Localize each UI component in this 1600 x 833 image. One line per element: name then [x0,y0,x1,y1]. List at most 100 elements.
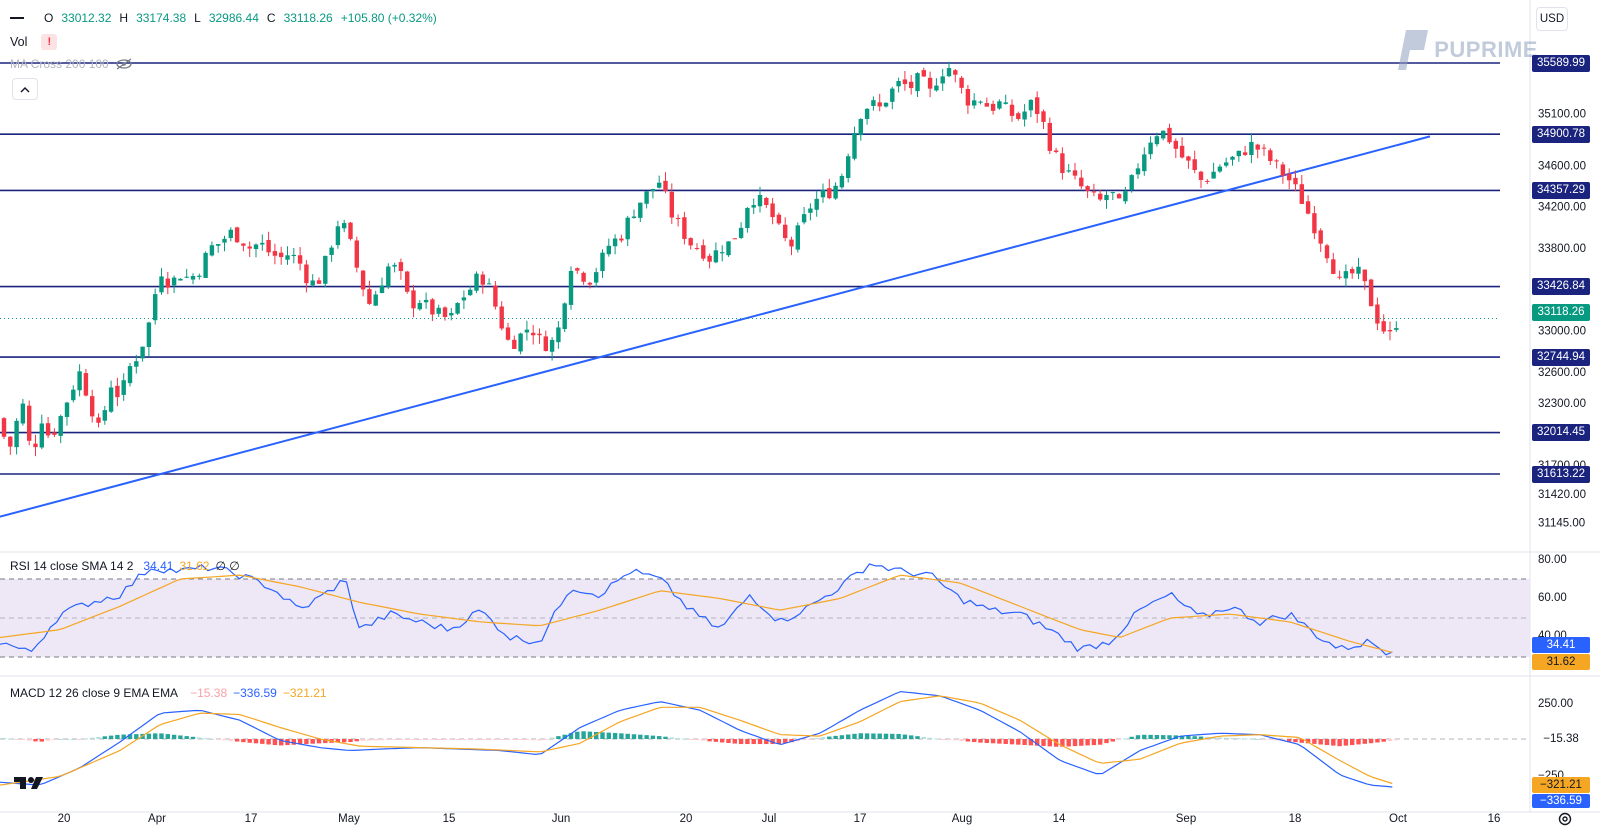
macd-hist-value: −15.38 [190,686,228,700]
candle-body [965,89,971,106]
candle-body [96,417,101,423]
macd-hist-bar [228,739,233,741]
macd-hist-bar [1230,738,1235,740]
macd-hist-bar [1362,739,1367,744]
macd-hist-bar [115,734,120,739]
candle-body [83,373,89,396]
warning-icon[interactable]: ! [41,34,58,50]
rsi-value: 34.41 [143,559,174,573]
candle-body [675,218,681,220]
candle-body [997,101,1002,109]
collapse-icon[interactable] [10,17,24,19]
macd-hist-bar [266,739,271,745]
macd-hist-bar [90,737,95,739]
macd-hist-bar [83,738,89,740]
candle-body [1261,147,1267,149]
candle-body [549,339,555,352]
macd-hist-bar [1104,739,1109,744]
macd-hist-bar [1255,738,1260,740]
macd-hist-bar [102,736,107,739]
candle-body [927,77,933,89]
candle-body [795,225,800,250]
settings-gear-icon[interactable] [1556,810,1574,833]
candle-body [1154,136,1160,145]
macd-hist-bar [801,739,807,741]
macd-hist-bar [108,735,114,739]
macd-hist-bar [1299,739,1304,743]
macd-hist-bar [291,739,296,745]
macd-hist-bar [153,733,158,739]
price-tick: 34200.00 [1538,202,1586,214]
macd-hist-bar [997,739,1002,744]
candle-body [738,227,744,238]
candle-body [1230,156,1235,160]
candle-body [732,238,737,240]
candle-body [587,282,593,285]
macd-hist-bar [310,739,315,744]
ohlc-close-label: C [266,11,276,25]
candle-body [1318,230,1323,244]
candle-body [203,252,208,278]
ohlc-change: +105.80 (+0.32%) [340,11,437,25]
macd-hist-bar [348,739,353,743]
macd-hist-bar [64,739,70,740]
candle-body [134,361,139,367]
macd-hist-bar [883,733,889,739]
last-price-label: 33118.26 [1532,304,1590,321]
candle-body [852,133,857,159]
ohlc-low: 32986.44 [208,11,259,25]
candle-body [1242,152,1248,155]
macd-hist-bar [1375,739,1380,743]
rsi-extra: ∅ ∅ [215,559,240,573]
time-tick: Aug [952,813,972,825]
macd-hist-bar [940,739,945,740]
candle-body [335,226,341,246]
macd-hist-bar [203,738,208,740]
candle-body [877,102,882,107]
macd-hist-bar [562,734,567,739]
currency-button[interactable]: USD [1536,7,1568,31]
candle-body [1123,191,1128,202]
candle-body [228,229,233,239]
candle-body [1224,162,1229,166]
chevron-up-icon [20,86,30,92]
candle-body [379,285,385,294]
macd-hist-bar [423,739,429,740]
time-tick: 15 [443,813,456,825]
candle-body [323,255,328,284]
macd-hist-bar [864,733,870,739]
macd-hist-bar [612,732,618,739]
brand-logo-icon [1398,30,1429,70]
candle-body [1268,150,1273,162]
candle-body [1236,150,1241,157]
macd-hist-bar [1154,734,1160,739]
candle-body [1198,171,1204,180]
macd-hist-bar [1287,739,1292,742]
time-tick: 14 [1053,813,1066,825]
macd-hist-bar [1142,734,1147,739]
candle-body [140,346,145,359]
macd-hist-bar [323,739,328,744]
collapse-legend-button[interactable] [12,78,38,100]
ohlc-close: 33118.26 [283,11,333,25]
candle-body [1116,194,1122,199]
macd-hist-bar [1331,739,1336,746]
candle-body [524,329,530,333]
candle-body [1324,245,1330,259]
candle-body [713,250,719,263]
rsi-sma-value: 31.62 [179,559,210,573]
candle-body [594,272,599,283]
candle-body [348,222,353,239]
candle-body [184,276,189,278]
macd-hist-bar [1167,735,1172,739]
hidden-eye-icon[interactable] [115,58,133,70]
candle-body [1362,269,1367,282]
macd-hist-bar [253,739,259,744]
macd-hist-bar [1192,736,1197,739]
macd-hist-bar [871,733,876,739]
candle-body [808,208,813,213]
candle-body [367,289,372,304]
time-axis: 20 Apr 17 May 15 Jun 20 Jul 17 Aug 14 Sep 18 Oct 16 [58,813,1501,825]
candle-body [1350,269,1355,274]
